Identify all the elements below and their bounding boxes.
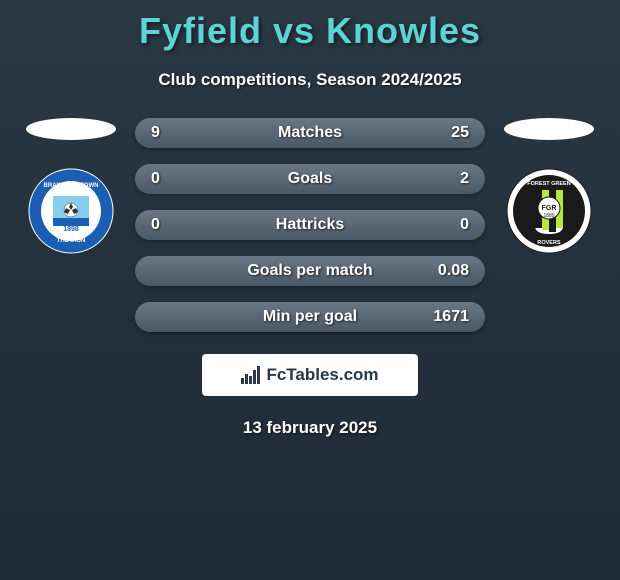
stat-right-value: 25	[429, 124, 469, 142]
right-team-badge[interactable]: FOREST GREEN ROVERS FGR 1889	[506, 168, 592, 254]
stat-label: Min per goal	[263, 308, 357, 326]
fctables-label: FcTables.com	[266, 365, 378, 385]
comparison-widget: Fyfield vs Knowles Club competitions, Se…	[0, 0, 620, 438]
left-player-silhouette	[26, 118, 116, 140]
stat-row: 0 Goals 2	[135, 164, 485, 194]
right-player-silhouette	[504, 118, 594, 140]
stat-row: Min per goal 1671	[135, 302, 485, 332]
stat-label: Goals per match	[247, 262, 372, 280]
stat-right-value: 2	[429, 170, 469, 188]
stat-row: 9 Matches 25	[135, 118, 485, 148]
stat-left-value: 0	[151, 216, 191, 234]
fctables-branding[interactable]: FcTables.com	[202, 354, 418, 396]
stat-row: 0 Hattricks 0	[135, 210, 485, 240]
page-title: Fyfield vs Knowles	[0, 10, 620, 52]
svg-text:FOREST GREEN: FOREST GREEN	[527, 181, 570, 187]
stats-list: 9 Matches 25 0 Goals 2 0 Hattricks 0 Goa…	[135, 118, 485, 332]
chart-icon	[241, 366, 260, 384]
right-team-column: FOREST GREEN ROVERS FGR 1889	[499, 118, 599, 254]
braintree-town-badge-icon: BRAINTREE TOWN THE IRON 1898	[28, 168, 114, 254]
comparison-body: BRAINTREE TOWN THE IRON 1898 9 Matches 2…	[0, 118, 620, 332]
stat-label: Goals	[288, 170, 332, 188]
forest-green-rovers-badge-icon: FOREST GREEN ROVERS FGR 1889	[506, 168, 592, 254]
stat-right-value: 0	[429, 216, 469, 234]
svg-text:1898: 1898	[63, 226, 79, 233]
comparison-date: 13 february 2025	[0, 418, 620, 438]
stat-label: Matches	[278, 124, 342, 142]
svg-text:1889: 1889	[543, 213, 554, 219]
stat-label: Hattricks	[276, 216, 344, 234]
svg-text:ROVERS: ROVERS	[537, 240, 561, 246]
stat-right-value: 1671	[429, 308, 469, 326]
stat-left-value: 9	[151, 124, 191, 142]
stat-row: Goals per match 0.08	[135, 256, 485, 286]
stat-left-value: 0	[151, 170, 191, 188]
svg-text:BRAINTREE TOWN: BRAINTREE TOWN	[44, 183, 99, 189]
left-team-column: BRAINTREE TOWN THE IRON 1898	[21, 118, 121, 254]
left-team-badge[interactable]: BRAINTREE TOWN THE IRON 1898	[28, 168, 114, 254]
svg-text:FGR: FGR	[542, 205, 557, 212]
stat-right-value: 0.08	[429, 262, 469, 280]
svg-text:THE IRON: THE IRON	[57, 238, 86, 244]
subtitle: Club competitions, Season 2024/2025	[0, 70, 620, 90]
